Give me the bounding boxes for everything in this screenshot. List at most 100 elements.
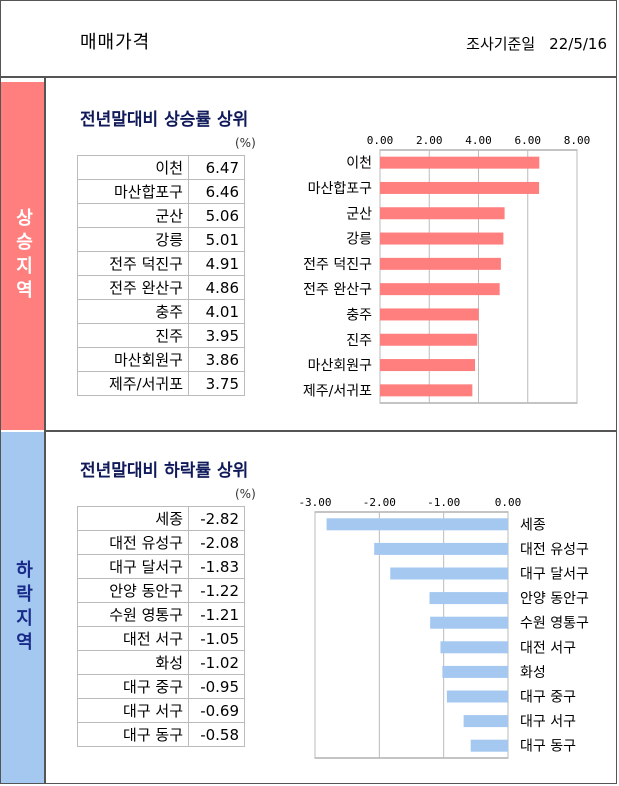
region-name: 세종 [77,506,189,531]
fall-unit: (%) [235,487,256,501]
region-name: 제주/서귀포 [77,371,189,396]
category-label: 마산합포구 [308,181,373,197]
category-label: 화성 [520,665,546,681]
table-row: 대전 서구 -1.05 [77,626,245,651]
table-row: 전주 덕진구 4.91 [77,251,245,276]
category-label: 군산 [346,206,372,222]
bar [380,283,500,296]
table-row: 이천 6.47 [77,155,245,180]
region-name: 대전 유성구 [77,530,189,555]
region-value: -0.58 [188,722,245,747]
page-title: 매매가격 [80,32,151,53]
survey-date-value: 22/5/16 [549,35,607,53]
bar [380,181,540,194]
rise-table: 이천 6.47 마산합포구 6.46 군산 5.06 강릉 5.01 전주 덕진구 4.91 전주 … [77,155,245,396]
category-label: 이천 [346,156,372,172]
table-row: 제주/서귀포 3.75 [77,371,245,396]
bar [380,207,505,220]
region-value: 4.91 [188,251,245,276]
category-label: 수원 영통구 [520,616,589,632]
table-row: 대구 서구 -0.69 [77,698,245,723]
bar [463,715,508,728]
fall-side-banner: 하락지역 [1,432,44,783]
table-row: 안양 동안구 -1.22 [77,578,245,603]
bar [429,592,508,605]
category-label: 대전 서구 [520,640,576,656]
rise-side-label: 상승지역 [12,208,34,304]
x-tick-label: 0.00 [495,496,522,509]
bar [380,359,476,372]
x-tick-label: -3.00 [298,496,331,509]
category-label: 전주 덕진구 [303,257,372,273]
category-label: 제주/서귀포 [303,383,372,399]
region-value: 3.75 [188,371,245,396]
region-name: 마산회원구 [77,347,189,372]
bar [430,616,508,629]
x-tick-label: 2.00 [416,134,443,147]
bar [380,156,540,169]
bar [380,384,473,397]
table-row: 세종 -2.82 [77,506,245,531]
region-value: 4.86 [188,275,245,300]
bar [390,567,508,580]
header-divider [0,76,617,78]
table-row: 마산회원구 3.86 [77,347,245,372]
bar [442,665,508,678]
survey-date-label: 조사기준일 [466,35,536,53]
section-divider [44,430,617,432]
category-label: 안양 동안구 [520,591,589,607]
table-row: 강릉 5.01 [77,227,245,252]
region-name: 이천 [77,155,189,180]
fall-table: 세종 -2.82 대전 유성구 -2.08 대구 달서구 -1.83 안양 동안구 -1.22… [77,506,245,747]
category-label: 진주 [346,333,372,349]
category-label: 충주 [346,307,372,323]
region-value: -2.82 [188,506,245,531]
table-row: 대구 동구 -0.58 [77,722,245,747]
category-label: 대전 유성구 [520,542,589,558]
category-label: 대구 달서구 [520,567,589,583]
bar [470,739,508,752]
table-row: 수원 영통구 -1.21 [77,602,245,627]
rise-side-banner: 상승지역 [1,82,44,430]
region-value: -1.05 [188,626,245,651]
region-name: 대구 서구 [77,698,189,723]
x-tick-label: 8.00 [564,134,591,147]
bar [380,308,479,321]
bar [446,690,508,703]
table-row: 충주 4.01 [77,299,245,324]
category-label: 전주 완산구 [303,282,372,298]
bar [440,641,508,654]
region-name: 전주 덕진구 [77,251,189,276]
x-tick-label: -2.00 [363,496,396,509]
rise-unit: (%) [235,136,256,150]
bar [380,333,478,346]
rise-section-title: 전년말대비 상승률 상위 [80,110,249,130]
bar [374,542,508,555]
region-name: 대전 서구 [77,626,189,651]
region-name: 전주 완산구 [77,275,189,300]
category-label: 대구 중구 [520,690,576,706]
x-tick-label: 0.00 [367,134,394,147]
region-name: 마산합포구 [77,179,189,204]
fall-side-label: 하락지역 [12,559,34,656]
region-name: 화성 [77,650,189,675]
region-value: 6.47 [188,155,245,180]
x-tick-label: 4.00 [465,134,492,147]
category-label: 대구 동구 [520,739,576,755]
fall-section-title: 전년말대비 하락률 상위 [80,461,249,481]
x-tick-label: 6.00 [515,134,542,147]
bar [380,232,504,245]
region-value: 5.06 [188,203,245,228]
region-name: 강릉 [77,227,189,252]
table-row: 화성 -1.02 [77,650,245,675]
category-label: 강릉 [346,232,372,248]
category-label: 대구 서구 [520,714,576,730]
bar [326,518,508,531]
bar [380,257,501,270]
table-row: 전주 완산구 4.86 [77,275,245,300]
region-name: 충주 [77,299,189,324]
table-row: 대전 유성구 -2.08 [77,530,245,555]
